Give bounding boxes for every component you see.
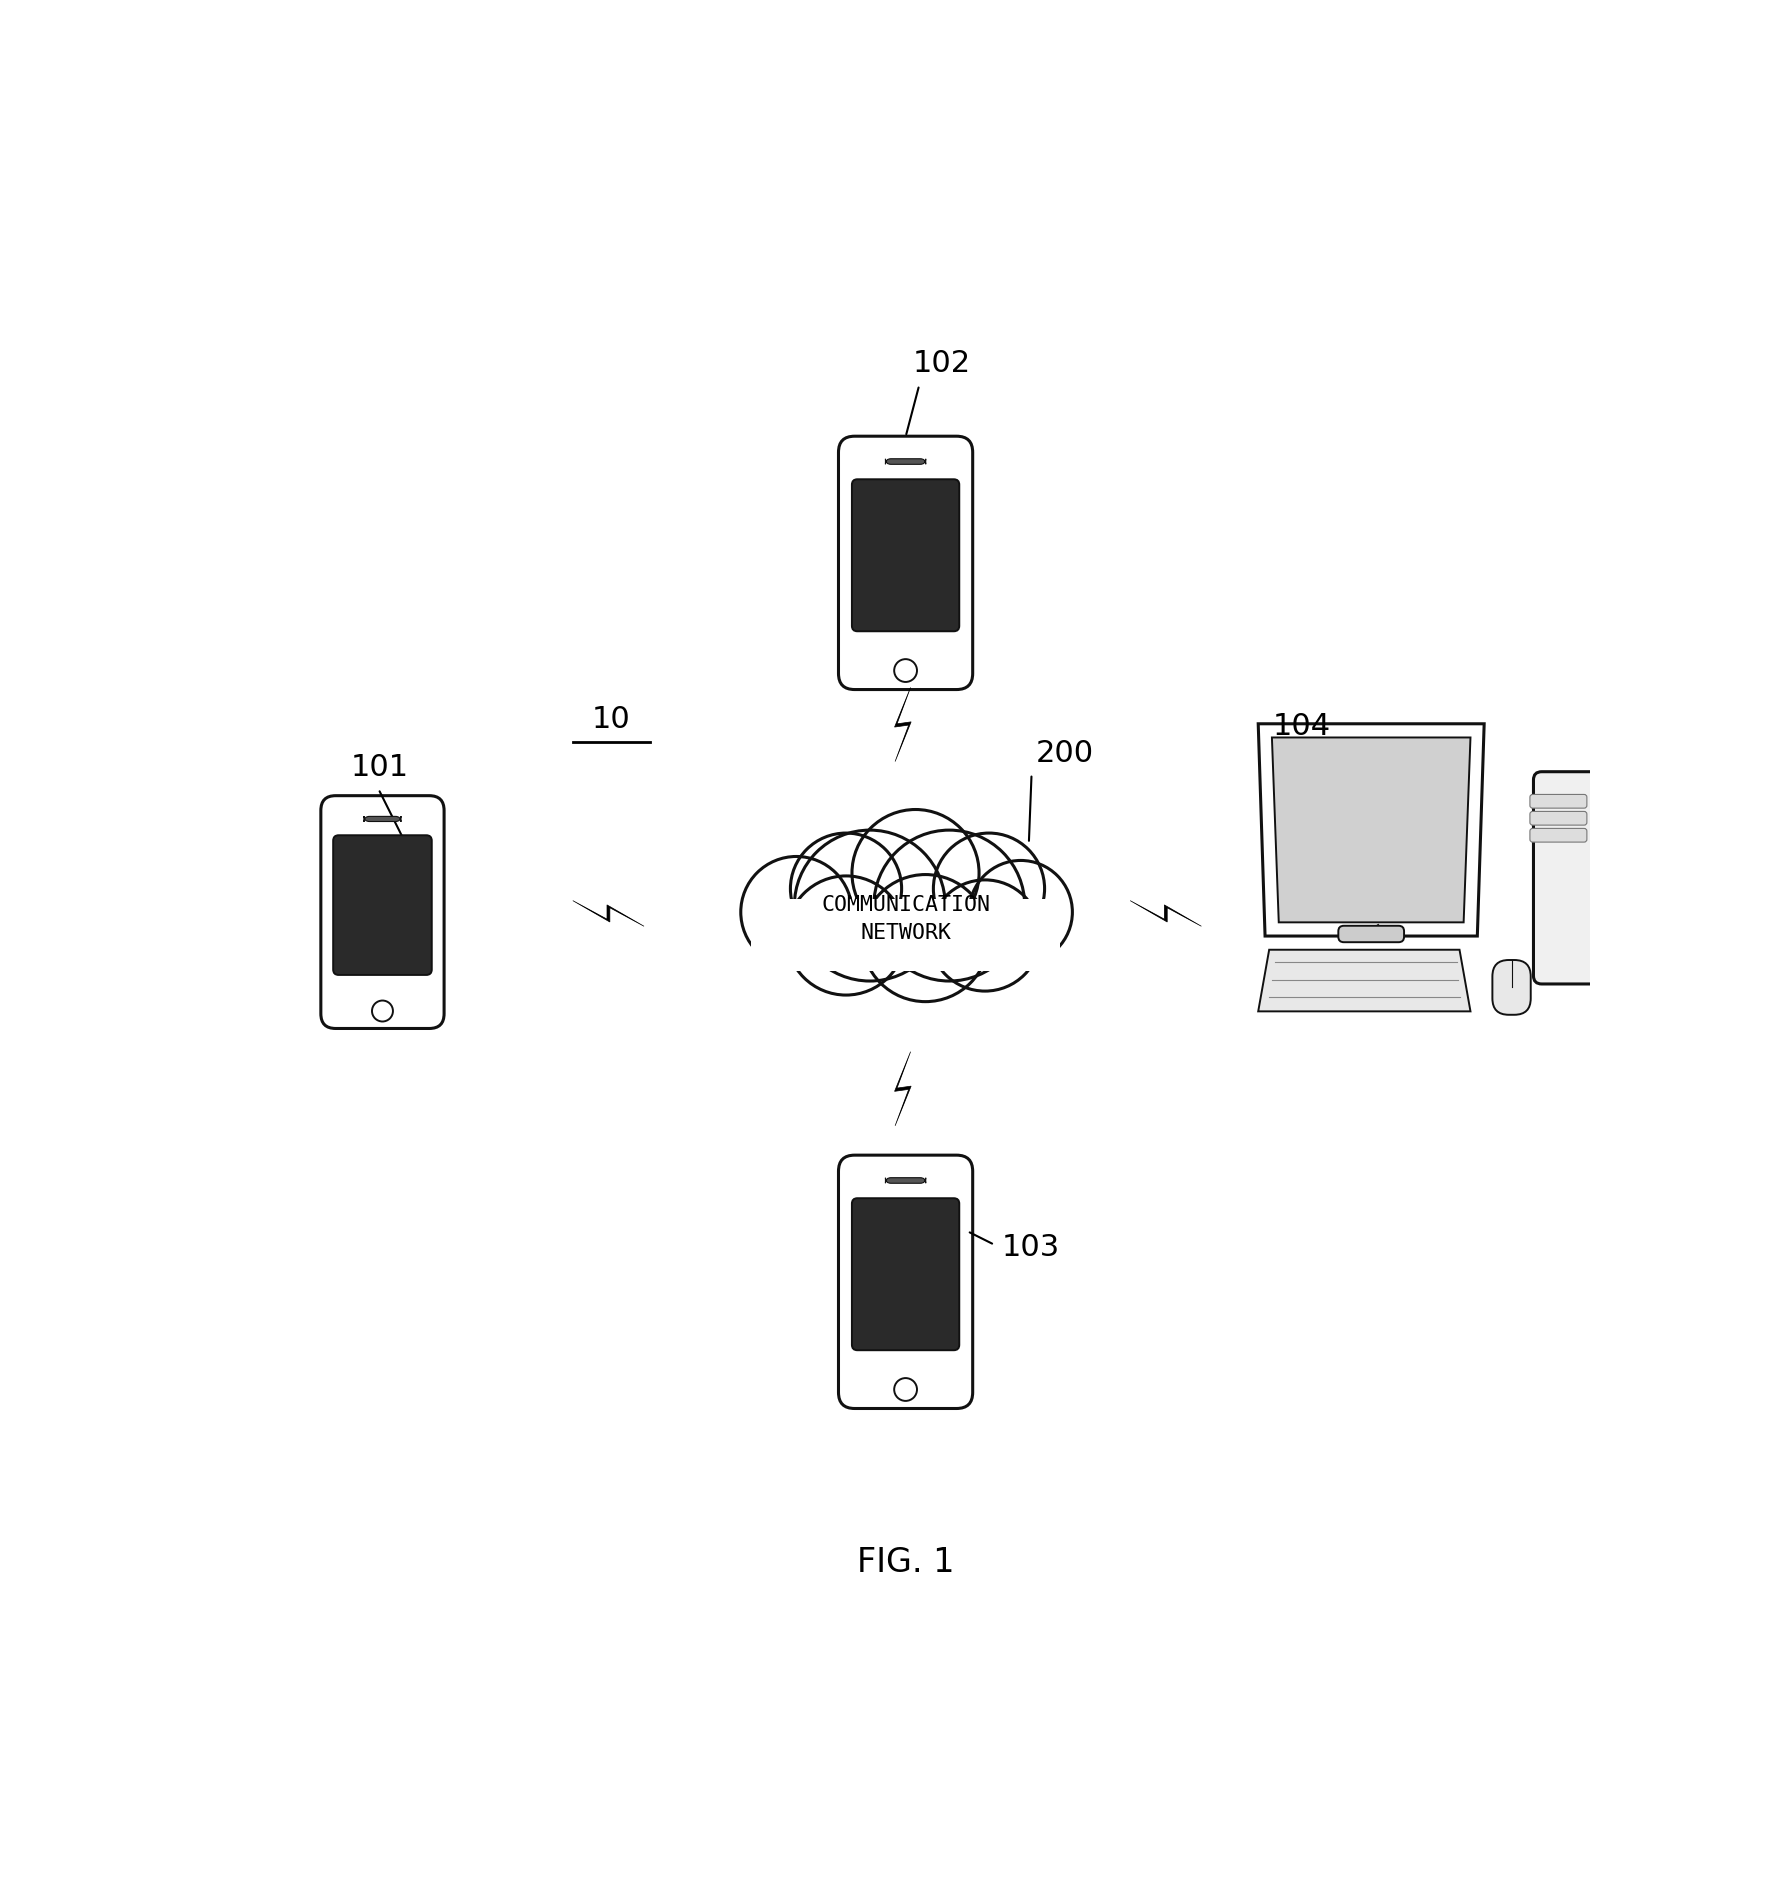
Circle shape — [968, 861, 1073, 964]
Circle shape — [894, 660, 917, 682]
Circle shape — [373, 1000, 392, 1021]
FancyBboxPatch shape — [751, 899, 1060, 971]
Text: 102: 102 — [912, 350, 970, 378]
FancyBboxPatch shape — [852, 479, 959, 631]
Polygon shape — [1258, 724, 1484, 935]
Text: COMMUNICATION
NETWORK: COMMUNICATION NETWORK — [822, 895, 990, 943]
Polygon shape — [1258, 950, 1470, 1011]
FancyBboxPatch shape — [885, 1179, 926, 1182]
Circle shape — [740, 857, 852, 968]
FancyBboxPatch shape — [1530, 829, 1587, 842]
Circle shape — [862, 874, 990, 1002]
Circle shape — [933, 833, 1044, 945]
Text: 200: 200 — [1035, 739, 1094, 768]
Polygon shape — [894, 1051, 912, 1125]
FancyBboxPatch shape — [1530, 795, 1587, 808]
FancyBboxPatch shape — [364, 816, 401, 821]
FancyBboxPatch shape — [334, 835, 431, 975]
Polygon shape — [1272, 738, 1470, 922]
Circle shape — [795, 831, 945, 981]
Text: FIG. 1: FIG. 1 — [857, 1546, 954, 1580]
FancyBboxPatch shape — [885, 458, 926, 464]
Text: 104: 104 — [1272, 711, 1331, 741]
FancyBboxPatch shape — [1530, 812, 1587, 825]
FancyBboxPatch shape — [852, 1198, 959, 1350]
FancyBboxPatch shape — [1534, 772, 1604, 985]
Polygon shape — [894, 688, 912, 762]
FancyBboxPatch shape — [839, 435, 972, 690]
FancyBboxPatch shape — [1493, 960, 1530, 1015]
Circle shape — [929, 880, 1041, 990]
FancyBboxPatch shape — [839, 1156, 972, 1409]
Circle shape — [852, 810, 979, 937]
Circle shape — [894, 1378, 917, 1401]
Circle shape — [786, 876, 905, 994]
Text: 101: 101 — [352, 753, 410, 781]
Text: 10: 10 — [592, 705, 631, 734]
Text: 103: 103 — [1002, 1234, 1060, 1262]
Polygon shape — [573, 901, 643, 926]
Circle shape — [875, 831, 1025, 981]
FancyBboxPatch shape — [1338, 926, 1405, 943]
Circle shape — [790, 833, 901, 945]
FancyBboxPatch shape — [322, 797, 444, 1028]
Polygon shape — [1131, 901, 1202, 926]
